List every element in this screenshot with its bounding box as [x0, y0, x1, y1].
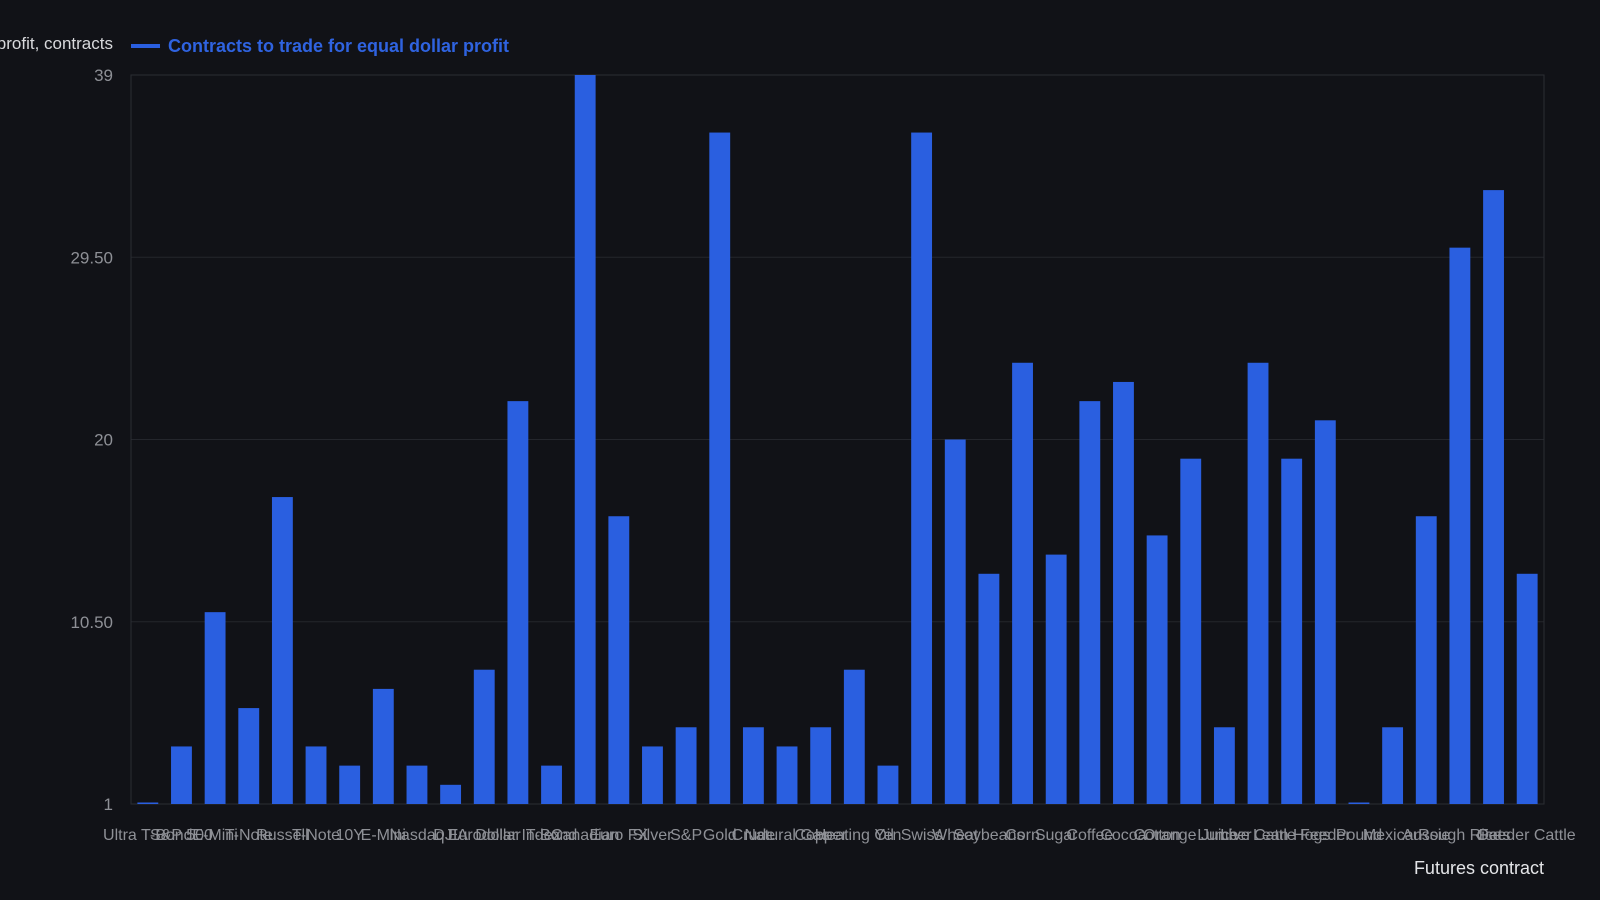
x-category-label: Russell [256, 827, 308, 844]
bar [776, 746, 798, 804]
bar [742, 727, 764, 804]
x-category-label: Wheat [932, 827, 979, 844]
x-category-label: Natural Gas [744, 827, 829, 844]
bar [473, 669, 495, 804]
bar [238, 708, 260, 804]
bar [1415, 516, 1437, 804]
x-category-label: Pound [1336, 827, 1382, 844]
bar [843, 669, 865, 804]
y-tick-label: 20 [94, 431, 113, 450]
bar [305, 746, 327, 804]
x-category-label: E-Mini [361, 827, 406, 844]
bar [1079, 401, 1101, 804]
x-category-label: Yen [874, 827, 901, 844]
x-category-label: Silver [632, 827, 673, 844]
x-category-label: Euro FX [589, 827, 648, 844]
bar [1247, 362, 1269, 804]
bar [944, 439, 966, 804]
bar [1113, 381, 1134, 804]
x-category-label: Oats [1477, 827, 1511, 844]
y-axis-ticks: 1 10.50 20 29.50 39 [70, 66, 113, 814]
bar [911, 132, 933, 805]
bar [1146, 535, 1168, 804]
y-tick-label: 10.50 [70, 613, 113, 632]
bar [978, 573, 1000, 804]
x-axis-label: Futures contract [1414, 858, 1544, 878]
bar [642, 746, 663, 804]
bar [675, 727, 697, 804]
x-category-label: Orange Juice [1143, 827, 1238, 844]
bar-series [137, 75, 1538, 805]
bar [440, 784, 462, 804]
bar [574, 75, 596, 804]
x-category-label: T-Bond [526, 827, 578, 844]
y-tick-label: 39 [94, 66, 113, 85]
x-category-label: Soybeans [953, 827, 1024, 844]
bar [810, 727, 832, 804]
x-category-label: Eurodollar [448, 827, 522, 844]
x-category-label: Nasdaq [389, 827, 444, 844]
bar [339, 765, 361, 804]
bar [877, 765, 899, 804]
bar [507, 401, 529, 804]
x-category-label: Sugar [1035, 827, 1078, 844]
x-category-label: 10Y [335, 827, 364, 844]
x-category-label: S&P 500 [150, 827, 213, 844]
bar [1382, 727, 1404, 804]
x-category-label: T-Note [292, 827, 340, 844]
x-category-label: Crude [732, 827, 776, 844]
bar [541, 765, 562, 804]
bar [1348, 802, 1370, 804]
x-category-label: Cocoa [1100, 827, 1146, 844]
bar [171, 746, 192, 804]
bar [1012, 362, 1033, 804]
bar [1180, 458, 1202, 804]
bar [204, 612, 226, 804]
bar [372, 688, 394, 804]
bar [271, 497, 293, 804]
legend-entry: Contracts to trade for equal dollar prof… [168, 36, 509, 56]
x-category-label: Copper [794, 827, 847, 844]
y-axis-label: Contracts to trade for equal dollar prof… [0, 34, 113, 53]
bar [1213, 727, 1235, 804]
x-category-label: Feeder Cattle [1479, 827, 1576, 844]
x-category-label: Aussie [1402, 827, 1450, 844]
x-category-label: Lumber [1197, 827, 1252, 844]
x-category-label: Live Cattle [1220, 827, 1296, 844]
bar [1483, 190, 1504, 804]
x-category-label: Lean Hogs [1253, 827, 1330, 844]
x-category-label: DJIA [433, 827, 468, 844]
x-category-label: Canadian [551, 827, 620, 844]
x-category-label: Feeder [1300, 827, 1351, 844]
x-category-label: Mexican [1363, 827, 1423, 844]
bar [406, 765, 428, 804]
bar [1045, 554, 1067, 804]
x-category-label: Rough Rice [1418, 827, 1502, 844]
x-category-label: Heating Oil [815, 827, 894, 844]
x-category-label: Dollar Index [475, 827, 560, 844]
x-category-label: Swiss [901, 827, 943, 844]
bar [1314, 420, 1336, 804]
x-category-label: S&P [670, 827, 702, 844]
bar [137, 802, 159, 804]
x-category-label: Ultra T-Bond [103, 827, 193, 844]
bar [1281, 458, 1303, 804]
x-category-label: T-Note [225, 827, 273, 844]
x-category-label: Cotton [1134, 827, 1181, 844]
y-tick-label: 1 [104, 795, 113, 814]
x-category-label: Coffee [1066, 827, 1113, 844]
x-category-label: Corn [1005, 827, 1040, 844]
x-category-label: Gold [703, 827, 737, 844]
bar [608, 516, 630, 804]
x-category-label: E-Mini [192, 827, 237, 844]
plot-area-frame [130, 74, 1545, 805]
bar [1516, 573, 1538, 804]
bar [709, 132, 731, 805]
y-tick-label: 29.50 [70, 248, 113, 267]
bar [1449, 247, 1471, 804]
